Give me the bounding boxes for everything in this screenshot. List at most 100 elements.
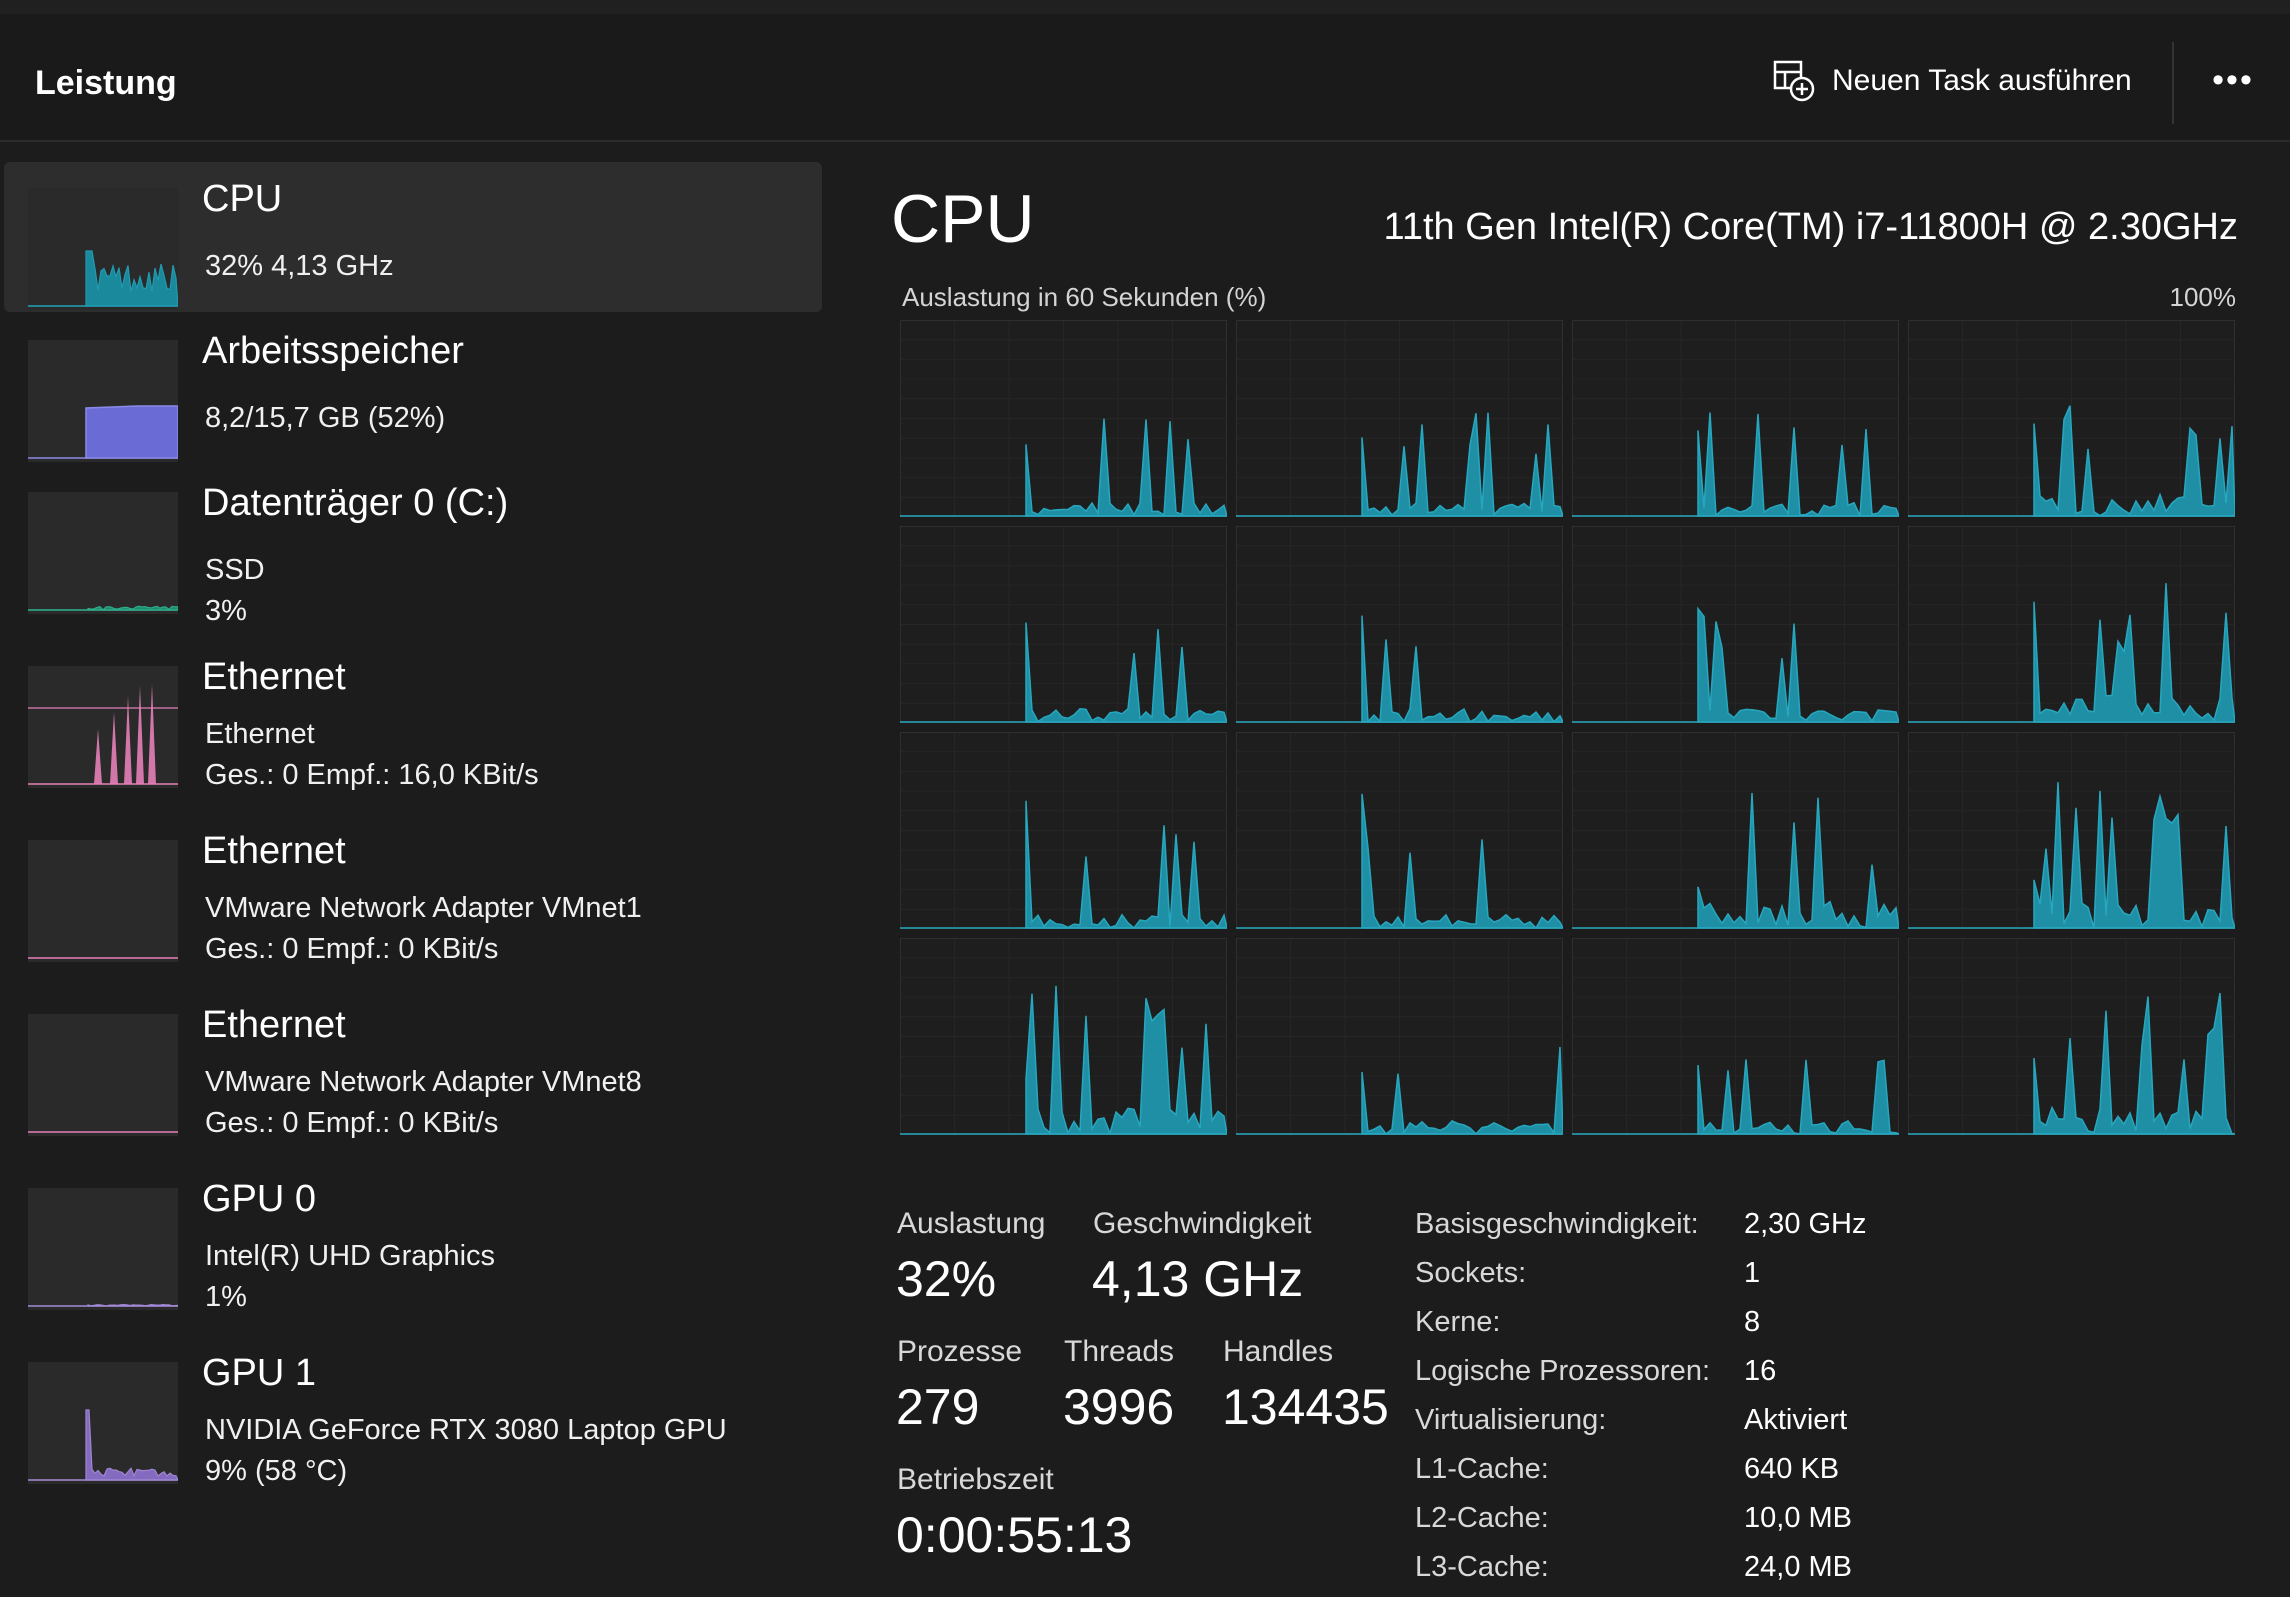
utilization-value: 32% (896, 1251, 997, 1307)
spec-label-l2-cache: L2-Cache: (1415, 1502, 1549, 1534)
usage-area (85, 250, 178, 307)
speed-value: 4,13 GHz (1092, 1251, 1304, 1307)
processes-label: Prozesse (897, 1335, 1023, 1368)
core-graph-canvas (900, 526, 1227, 723)
core-graph-canvas (1236, 320, 1563, 517)
sidebar-item-ethernet-vmnet8[interactable]: Ethernet VMware Network Adapter VMnet8 G… (4, 988, 822, 1139)
core-graph-canvas (1908, 938, 2235, 1135)
disk-thumbnail (28, 492, 178, 614)
spec-value-l2-cache: 10,0 MB (1744, 1502, 1852, 1534)
handles-label: Handles (1223, 1335, 1334, 1368)
memory-thumbnail (28, 340, 178, 462)
core-graph-canvas (1236, 938, 1563, 1135)
graph-caption: Auslastung in 60 Sekunden (%) (902, 282, 1267, 312)
memory-usage-area (85, 405, 178, 459)
core-usage-area (2033, 583, 2235, 723)
logical-processor-graph (1908, 320, 2235, 517)
spec-value-cores: 8 (1744, 1306, 1761, 1338)
logical-processor-graph (1572, 732, 1899, 929)
sidebar-item-ethernet-vmnet1[interactable]: Ethernet VMware Network Adapter VMnet1 G… (4, 814, 822, 965)
network-spike (148, 684, 156, 784)
core-usage-area (1025, 800, 1227, 929)
main-title: CPU (891, 181, 1035, 257)
core-usage-area (1697, 792, 1899, 929)
core-graph-canvas (1908, 732, 2235, 929)
page-title: Leistung (35, 64, 177, 102)
core-graph-canvas (1572, 732, 1899, 929)
utilization-label: Auslastung (897, 1207, 1046, 1240)
network-spike (136, 686, 144, 784)
ethernet-thumbnail (28, 840, 178, 962)
core-graph-canvas (1572, 526, 1899, 723)
core-graph-canvas (900, 732, 1227, 929)
usage-area (85, 1409, 178, 1481)
sidebar-item-detail: VMware Network Adapter VMnet8 (205, 1066, 642, 1098)
sidebar-item-title: Ethernet (202, 1004, 346, 1046)
spec-value-l3-cache: 24,0 MB (1744, 1551, 1852, 1583)
logical-processor-graph (900, 938, 1227, 1135)
run-new-task-button[interactable]: Neuen Task ausführen (1772, 56, 2132, 106)
logical-processor-graphs (900, 320, 2235, 1136)
sidebar-item-memory[interactable]: Arbeitsspeicher 8,2/15,7 GB (52%) (4, 314, 822, 464)
logical-processor-graph (1236, 320, 1563, 517)
spec-value-sockets: 1 (1744, 1257, 1761, 1289)
sidebar-item-detail: Ges.: 0 Empf.: 0 KBit/s (205, 933, 499, 965)
ethernet-thumbnail (28, 1014, 178, 1136)
spec-label-l1-cache: L1-Cache: (1415, 1453, 1549, 1485)
core-usage-area (1025, 985, 1227, 1135)
cpu-model-name: 11th Gen Intel(R) Core(TM) i7-11800H @ 2… (1383, 206, 2238, 248)
sidebar-item-cpu[interactable]: CPU 32% 4,13 GHz (4, 162, 822, 312)
new-task-icon (1773, 60, 1815, 102)
sidebar-item-gpu-0[interactable]: GPU 0 Intel(R) UHD Graphics 1% (4, 1162, 822, 1313)
sidebar-item-title: CPU (202, 178, 283, 220)
sidebar-item-detail: Ges.: 0 Empf.: 16,0 KBit/s (205, 759, 539, 791)
sidebar-item-detail: NVIDIA GeForce RTX 3080 Laptop GPU (205, 1414, 727, 1446)
sidebar-item-title: Ethernet (202, 830, 346, 872)
more-icon: ••• (2212, 60, 2254, 99)
usage-area (87, 605, 178, 611)
header: Leistung Neuen Task ausführen ••• (0, 14, 2290, 142)
sidebar-item-detail: 1% (205, 1281, 247, 1313)
sidebar-item-detail: Intel(R) UHD Graphics (205, 1240, 496, 1272)
logical-processor-graph (1236, 938, 1563, 1135)
run-new-task-label: Neuen Task ausführen (1832, 64, 2132, 97)
core-graph-canvas (1572, 320, 1899, 517)
core-usage-area (1697, 412, 1899, 517)
network-spike (110, 712, 118, 784)
sidebar-item-title: GPU 0 (202, 1178, 317, 1220)
sidebar-item-ethernet[interactable]: Ethernet Ethernet Ges.: 0 Empf.: 16,0 KB… (4, 640, 822, 791)
ethernet-thumbnail (28, 666, 178, 788)
logical-processor-graph (1572, 526, 1899, 723)
logical-processor-graph (1236, 526, 1563, 723)
sidebar-item-detail: Ethernet (205, 718, 315, 750)
uptime-value: 0:00:55:13 (896, 1507, 1133, 1563)
gpu-thumbnail (28, 1362, 178, 1484)
core-usage-area (1697, 606, 1899, 723)
sidebar-item-disk-0[interactable]: Datenträger 0 (C:) SSD 3% (4, 466, 822, 627)
sidebar-item-title: Arbeitsspeicher (202, 330, 464, 372)
core-graph-canvas (900, 938, 1227, 1135)
logical-processor-graph (1572, 938, 1899, 1135)
sidebar-item-title: Datenträger 0 (C:) (202, 482, 509, 524)
logical-processor-graph (1236, 732, 1563, 929)
core-usage-area (2033, 405, 2235, 517)
sidebar-item-detail: 3% (205, 595, 247, 627)
handles-value: 134435 (1222, 1379, 1389, 1435)
core-graph-canvas (1908, 320, 2235, 517)
core-graph-canvas (1572, 938, 1899, 1135)
core-usage-area (1361, 793, 1563, 929)
graph-max-label: 100% (2169, 282, 2237, 312)
spec-label-l3-cache: L3-Cache: (1415, 1551, 1549, 1583)
title-bar-strip (0, 0, 2290, 14)
sidebar-item-detail: SSD (205, 554, 265, 586)
core-graph-canvas (1236, 732, 1563, 929)
sidebar-item-detail: Ges.: 0 Empf.: 0 KBit/s (205, 1107, 499, 1139)
spec-value-l1-cache: 640 KB (1744, 1453, 1840, 1485)
spec-value-base-speed: 2,30 GHz (1744, 1208, 1867, 1240)
sidebar-item-gpu-1[interactable]: GPU 1 NVIDIA GeForce RTX 3080 Laptop GPU… (4, 1336, 822, 1487)
more-options-button[interactable]: ••• (2208, 60, 2258, 100)
sidebar-item-detail: 9% (58 °C) (205, 1455, 348, 1487)
core-graph-canvas (900, 320, 1227, 517)
threads-label: Threads (1064, 1335, 1175, 1368)
spec-label-base-speed: Basisgeschwindigkeit: (1415, 1208, 1699, 1240)
